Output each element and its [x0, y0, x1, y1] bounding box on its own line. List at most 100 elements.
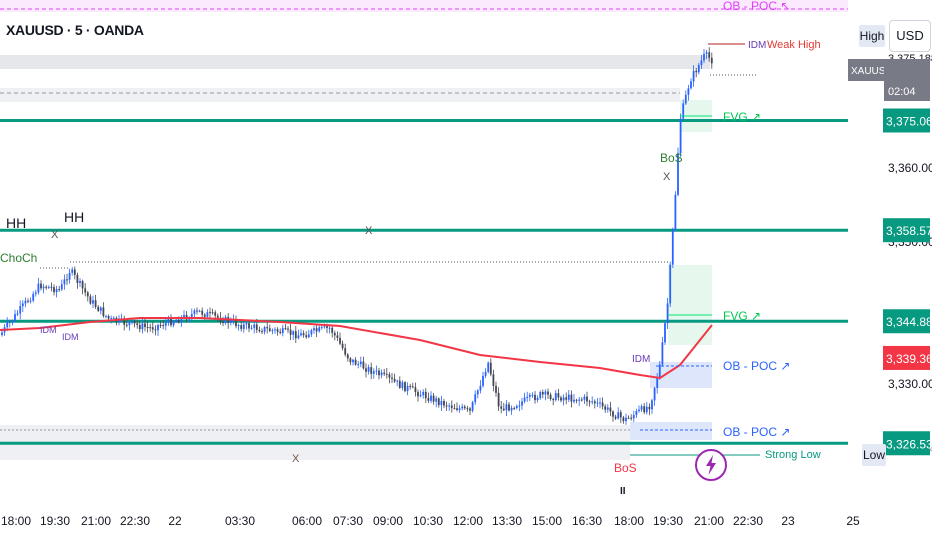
time-tick: 12:00 — [453, 514, 483, 528]
candle-body — [34, 292, 37, 294]
candle-body — [547, 391, 549, 395]
symbol-badge — [848, 59, 884, 81]
candle-body — [367, 367, 370, 372]
candle-body — [313, 328, 315, 331]
time-tick: 22:30 — [120, 514, 150, 528]
candle-body — [276, 329, 279, 332]
supply-zone — [0, 55, 710, 69]
candle-body — [320, 327, 323, 329]
candle-body — [398, 380, 401, 388]
candle-body — [66, 279, 68, 281]
candle-body — [131, 321, 133, 323]
symbol-title[interactable]: XAUUSD · 5 · OANDA — [6, 22, 144, 38]
candle-body — [648, 406, 651, 410]
candle-body — [583, 396, 586, 400]
candle-body — [14, 314, 16, 321]
candle-body — [479, 385, 482, 391]
candle-body — [307, 334, 310, 338]
supply-zone-2 — [0, 88, 680, 102]
candle-body — [318, 327, 321, 332]
candle-body — [341, 343, 344, 349]
candle-body — [396, 380, 399, 382]
candle-body — [105, 315, 107, 317]
candle-body — [112, 317, 115, 319]
candle-body — [79, 281, 81, 283]
candle-body — [544, 391, 547, 395]
time-tick: 22 — [168, 514, 182, 528]
time-tick: 18:00 — [1, 514, 31, 528]
candle-body — [94, 300, 97, 307]
candle-body — [606, 407, 609, 410]
candle-body — [55, 289, 58, 293]
candle-body — [76, 274, 79, 283]
candle-body — [679, 118, 682, 154]
time-axis-bg — [0, 505, 848, 550]
candle-body — [492, 374, 495, 386]
candle-body — [146, 326, 149, 328]
price-level-badge — [883, 218, 930, 243]
candle-body — [573, 399, 575, 402]
lightning-icon[interactable] — [695, 449, 727, 481]
candle-body — [214, 312, 217, 316]
candle-body — [591, 401, 594, 403]
candle-body — [50, 286, 53, 288]
candle-body — [211, 312, 214, 314]
candle-body — [677, 153, 679, 195]
candle-body — [505, 404, 508, 411]
candle-body — [661, 342, 664, 365]
time-tick: 21:00 — [81, 514, 111, 528]
candle-body — [268, 328, 271, 331]
candle-body — [196, 310, 198, 312]
candle-body — [375, 370, 378, 372]
low-button[interactable]: Low — [862, 444, 886, 466]
candle-body — [8, 322, 11, 324]
high-button[interactable]: High — [859, 25, 885, 47]
candle-body — [692, 70, 695, 82]
price-tick: 3,330.000 — [888, 377, 932, 391]
candle-body — [359, 361, 362, 365]
candle-body — [430, 395, 432, 401]
candle-body — [575, 399, 578, 401]
candle-body — [180, 317, 183, 323]
price-level-badge — [883, 108, 930, 133]
candle-body — [684, 94, 687, 104]
candle-body — [601, 402, 604, 407]
candle-body — [6, 322, 9, 328]
candle-body — [383, 372, 386, 374]
candle-body — [99, 307, 102, 311]
candle-body — [250, 327, 253, 329]
candle-body — [417, 392, 419, 397]
candle-body — [89, 296, 92, 304]
candle-body — [68, 272, 71, 280]
candle-body — [354, 359, 357, 365]
ob-poc-label-2: OB - POC ↗ — [723, 425, 790, 439]
countdown-label: 02:04 — [888, 86, 916, 98]
candle-body — [157, 324, 159, 331]
candle-body — [357, 364, 360, 366]
candle-body — [284, 328, 287, 330]
candle-body — [695, 70, 698, 73]
candle-body — [84, 288, 87, 293]
candle-body — [664, 323, 666, 343]
candle-body — [450, 405, 453, 408]
candle-body — [604, 406, 607, 410]
currency-button[interactable]: USD — [889, 20, 931, 52]
time-tick: 19:30 — [653, 514, 683, 528]
candle-body — [609, 407, 612, 412]
candle-body — [401, 382, 404, 388]
candle-body — [40, 283, 42, 289]
candle-body — [427, 398, 430, 401]
candle-body — [640, 406, 643, 410]
candle-body — [656, 377, 659, 388]
candle-body — [630, 417, 633, 419]
candle-body — [687, 88, 690, 95]
time-tick: 03:30 — [225, 514, 255, 528]
candle-body — [261, 331, 263, 333]
idm-label-2: IDM — [62, 332, 79, 342]
candle-body — [414, 387, 417, 393]
candle-body — [440, 400, 443, 406]
candle-body — [206, 312, 209, 317]
hh-label-1: HH — [6, 215, 26, 231]
candle-body — [151, 327, 154, 330]
